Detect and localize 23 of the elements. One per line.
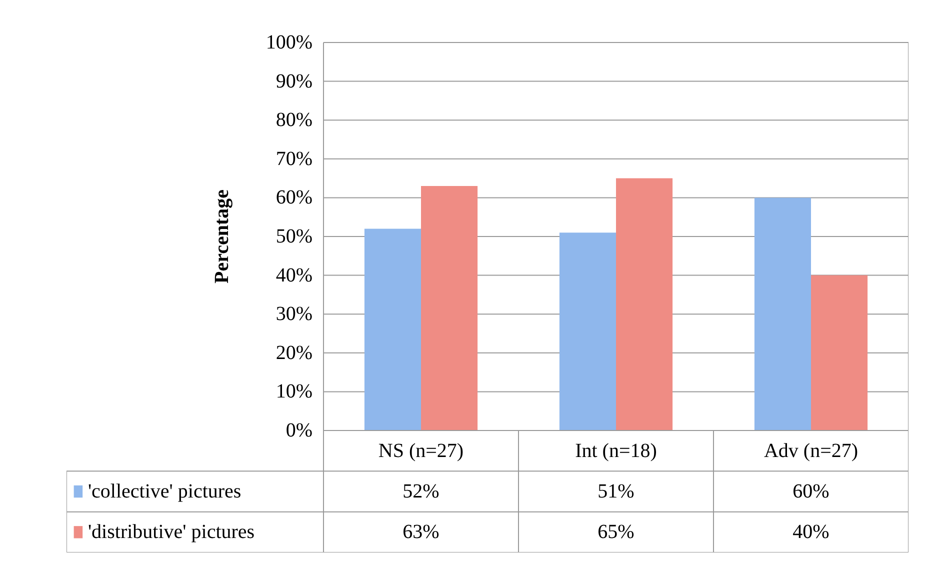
y-tick-label: 30% — [276, 303, 313, 326]
data-label: 40% — [792, 521, 830, 544]
y-tick-label: 40% — [276, 264, 313, 286]
y-tick-label: 100% — [266, 32, 313, 54]
data-label: 65% — [598, 521, 634, 544]
y-tick-label: 50% — [276, 226, 313, 248]
y-tick-label: 0% — [286, 420, 313, 442]
y-axis-title: Percentage — [210, 189, 233, 284]
y-tick-label: 20% — [276, 342, 313, 364]
x-tick-label: Int (n=18) — [575, 440, 657, 462]
legend-label: 'distributive' pictures — [88, 521, 255, 544]
y-tick-label: 60% — [276, 186, 313, 209]
x-tick-label: Adv (n=27) — [764, 440, 858, 462]
data-label: 63% — [402, 521, 440, 544]
y-tick-label: 70% — [276, 148, 313, 170]
legend-label: 'collective' pictures — [88, 480, 242, 502]
y-tick-label: 90% — [276, 70, 313, 92]
x-tick-label: NS (n=27) — [378, 440, 464, 462]
data-label: 60% — [792, 480, 830, 502]
y-tick-label: 80% — [276, 109, 313, 132]
y-tick-label: 10% — [276, 380, 313, 403]
data-label: 52% — [402, 480, 440, 502]
data-label: 51% — [598, 480, 634, 502]
